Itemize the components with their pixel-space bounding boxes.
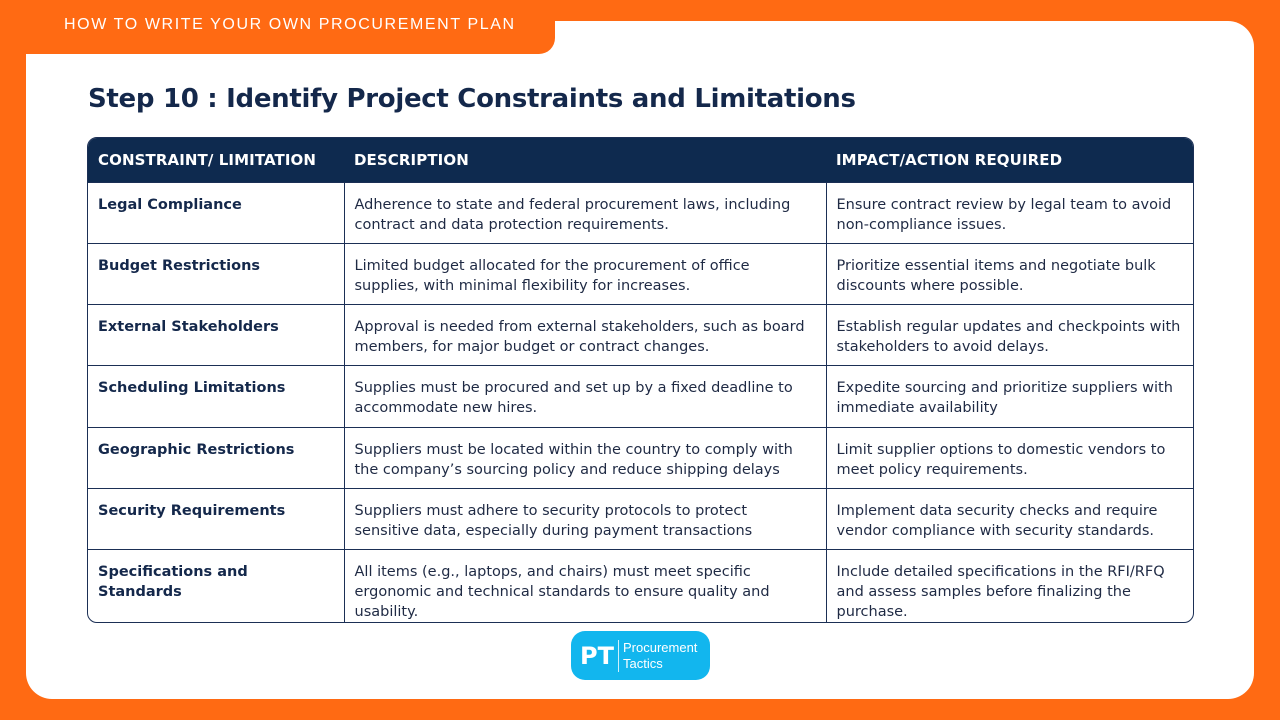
table-row: External Stakeholders Approval is needed… [88, 304, 1193, 366]
cell-constraint: Geographic Restrictions [88, 426, 344, 489]
page-title: Step 10 : Identify Project Constraints a… [88, 84, 856, 114]
cell-description: All items (e.g., laptops, and chairs) mu… [343, 549, 826, 623]
procurement-tactics-logo: PT Procurement Tactics [571, 631, 710, 680]
table-row: Budget Restrictions Limited budget alloc… [88, 242, 1193, 305]
table-row: Geographic Restrictions Suppliers must b… [88, 426, 1193, 489]
cell-impact: Establish regular updates and checkpoint… [825, 304, 1193, 366]
cell-constraint: Security Requirements [88, 487, 344, 550]
table-row: Specifications and Standards All items (… [88, 549, 1193, 623]
table-row: Security Requirements Suppliers must adh… [88, 487, 1193, 550]
logo-line-2: Tactics [623, 655, 663, 671]
logo-wordmark: Procurement Tactics [623, 640, 697, 672]
table-row: Legal Compliance Adherence to state and … [88, 181, 1193, 244]
logo-line-1: Procurement [623, 639, 698, 655]
cell-impact: Limit supplier options to domestic vendo… [825, 426, 1193, 489]
column-header-constraint: CONSTRAINT/ LIMITATION [98, 150, 317, 169]
cell-constraint: External Stakeholders [88, 304, 344, 366]
header-tab [0, 0, 555, 54]
cell-impact: Implement data security checks and requi… [825, 487, 1193, 550]
cell-constraint: Legal Compliance [88, 181, 344, 244]
table-header-row: CONSTRAINT/ LIMITATION DESCRIPTION IMPAC… [88, 138, 1193, 182]
header-label: HOW TO WRITE YOUR OWN PROCUREMENT PLAN [64, 16, 516, 33]
cell-impact: Expedite sourcing and prioritize supplie… [825, 365, 1193, 428]
cell-description: Adherence to state and federal procureme… [343, 181, 826, 244]
cell-impact: Ensure contract review by legal team to … [825, 181, 1193, 244]
cell-impact: Include detailed specifications in the R… [825, 549, 1193, 623]
constraints-table: CONSTRAINT/ LIMITATION DESCRIPTION IMPAC… [87, 137, 1194, 624]
cell-description: Approval is needed from external stakeho… [343, 304, 826, 366]
cell-constraint: Specifications and Standards [88, 549, 344, 623]
cell-description: Supplies must be procured and set up by … [343, 365, 826, 428]
cell-constraint: Scheduling Limitations [88, 365, 344, 428]
cell-description: Suppliers must adhere to security protoc… [343, 487, 826, 550]
column-header-description: DESCRIPTION [354, 150, 469, 169]
logo-divider [618, 639, 619, 672]
logo-mark: PT [580, 641, 614, 670]
cell-description: Suppliers must be located within the cou… [343, 426, 826, 489]
table-row: Scheduling Limitations Supplies must be … [88, 365, 1193, 428]
cell-description: Limited budget allocated for the procure… [343, 242, 826, 305]
cell-impact: Prioritize essential items and negotiate… [825, 242, 1193, 305]
cell-constraint: Budget Restrictions [88, 242, 344, 305]
column-header-impact: IMPACT/ACTION REQUIRED [836, 150, 1063, 169]
